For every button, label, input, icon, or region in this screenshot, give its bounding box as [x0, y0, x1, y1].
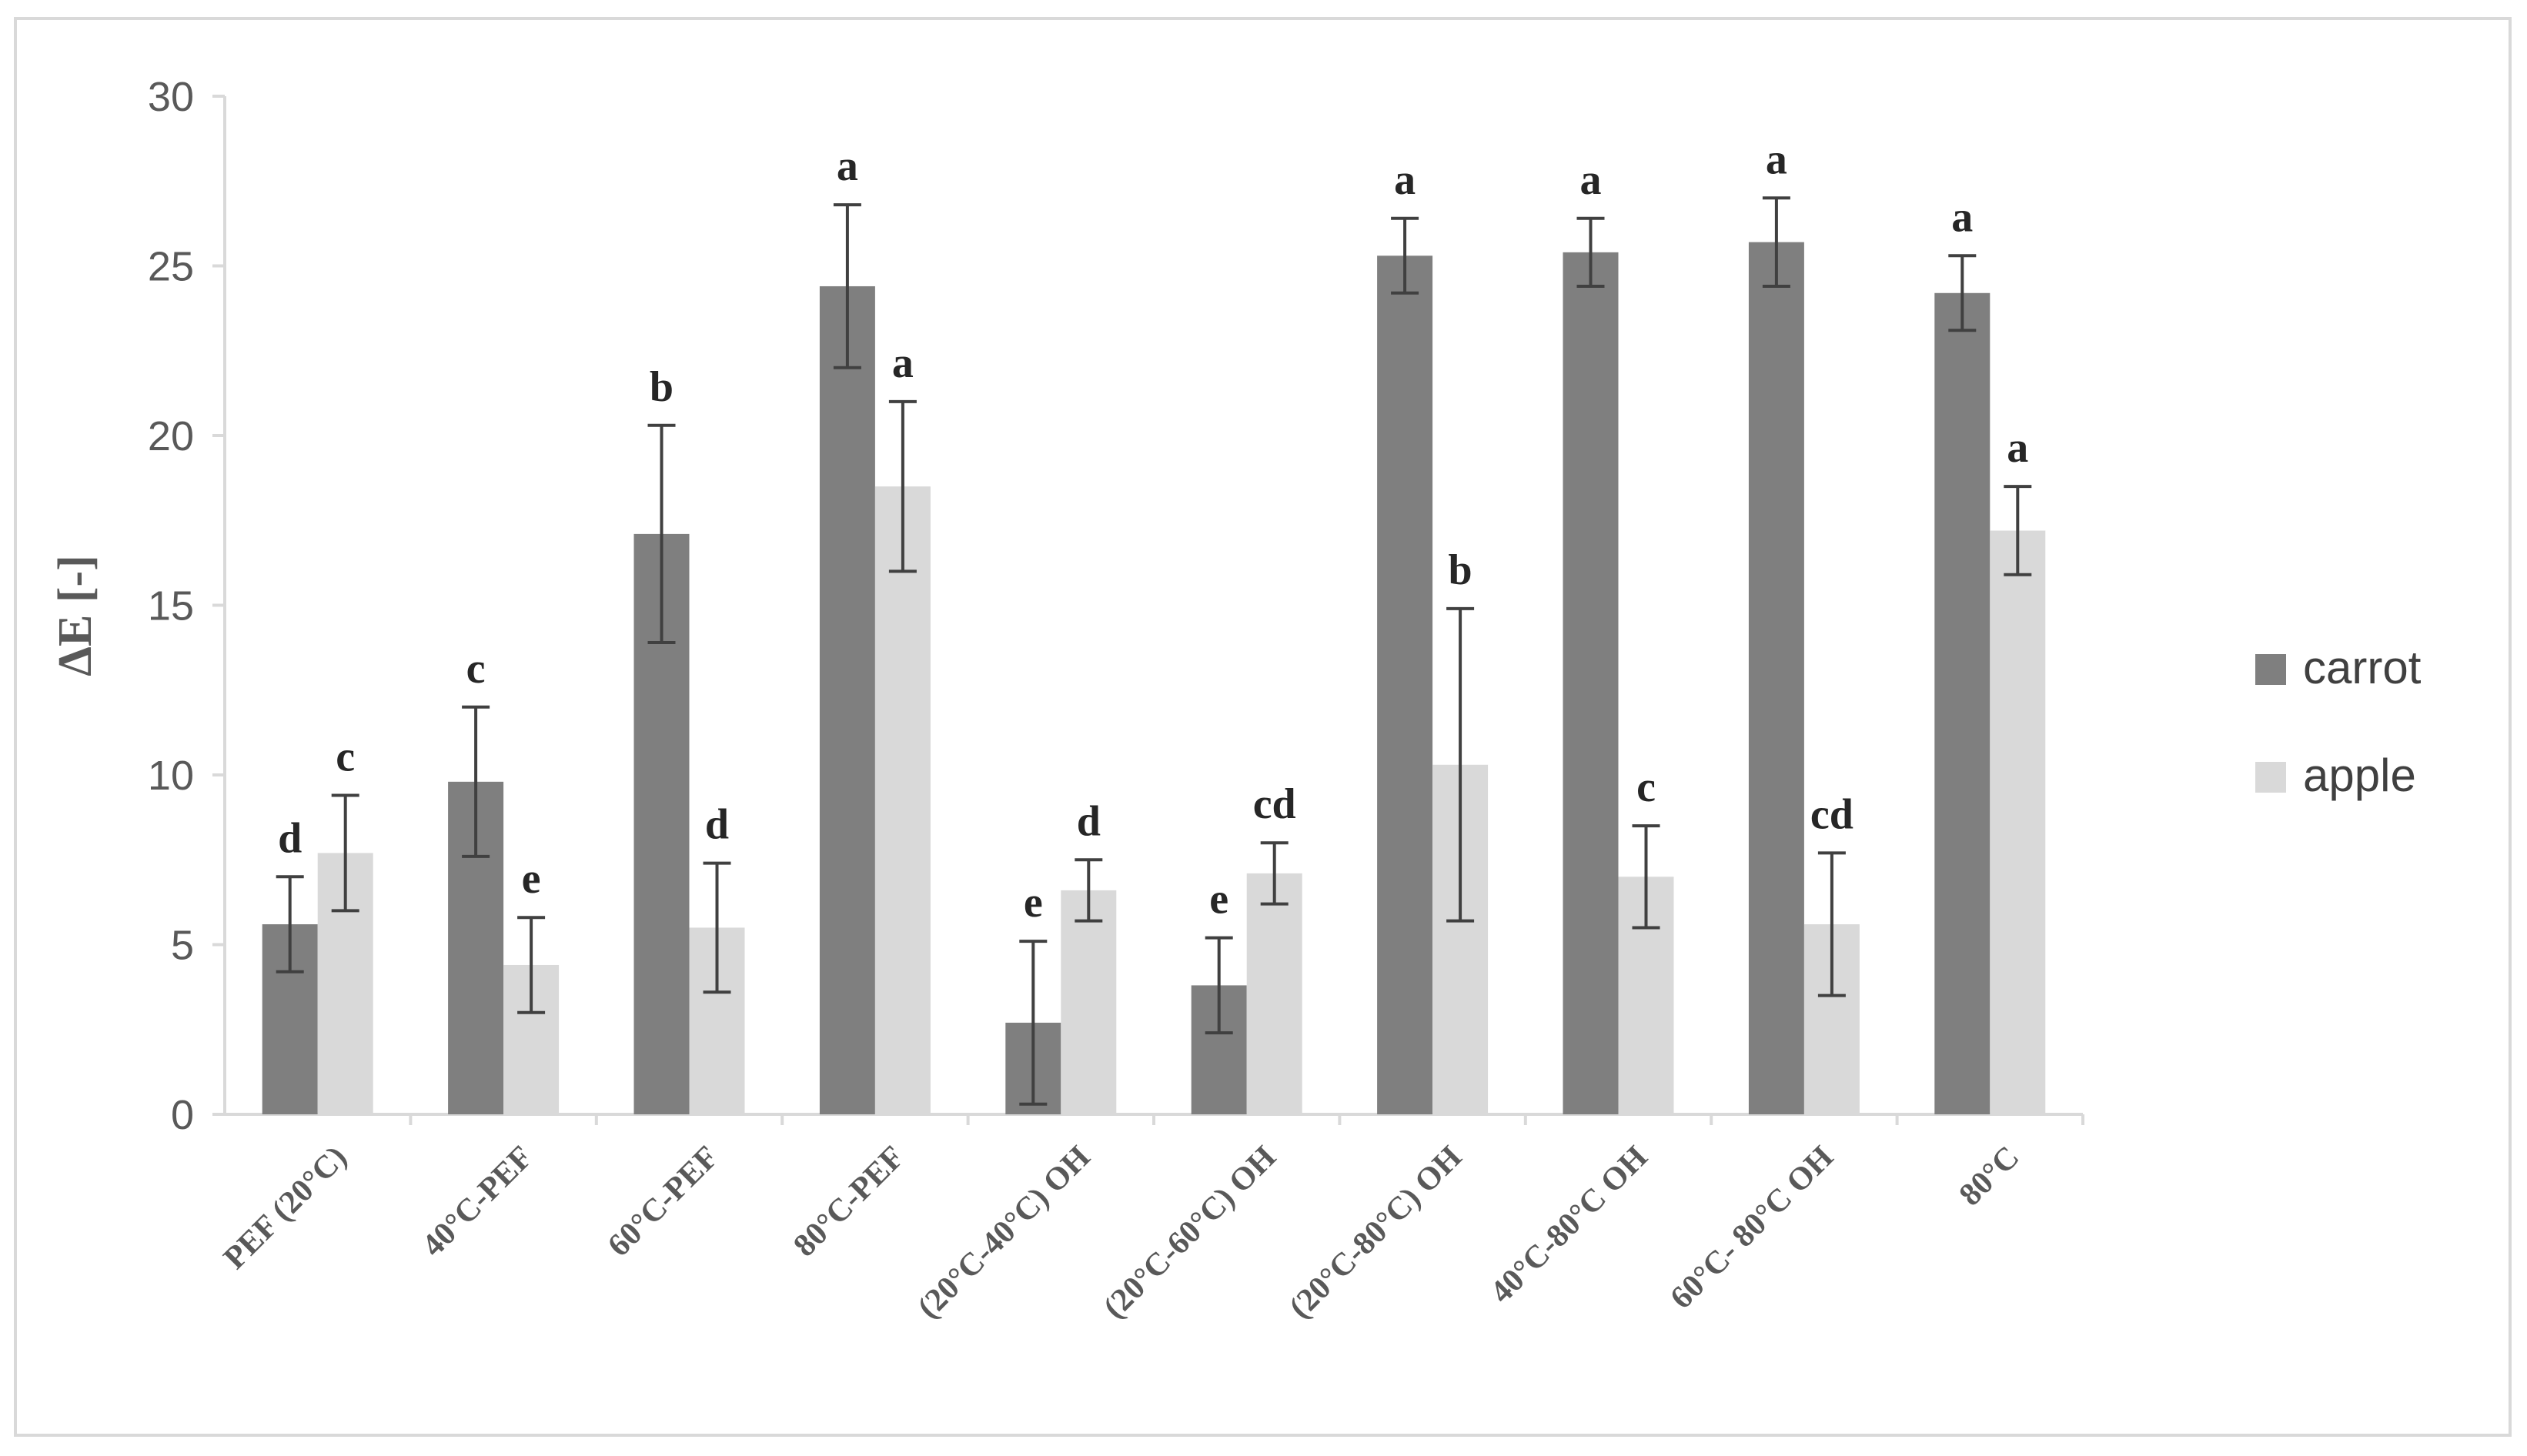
category-label: 80°C: [1953, 1140, 2027, 1214]
bar-apple: [1061, 890, 1117, 1114]
category-label: 60°C- 80°C OH: [1663, 1140, 1840, 1317]
significance-label-carrot: b: [650, 363, 674, 411]
significance-label-carrot: a: [1766, 135, 1787, 183]
significance-label-apple: a: [2007, 424, 2028, 472]
significance-label-carrot: e: [1209, 876, 1228, 923]
bar-carrot: [1563, 252, 1619, 1114]
category-label: (20°C-80°C) OH: [1282, 1140, 1469, 1326]
significance-label-apple: a: [892, 339, 914, 387]
y-tick-label: 10: [148, 753, 194, 799]
category-label: PEF (20°C): [217, 1140, 354, 1277]
y-tick-label: 15: [148, 583, 194, 629]
y-tick-label: 20: [148, 413, 194, 459]
bar-carrot: [1748, 242, 1804, 1114]
category-label: (20°C-40°C) OH: [911, 1140, 1097, 1326]
significance-label-carrot: a: [837, 142, 858, 190]
chart-frame: [14, 17, 2512, 1437]
significance-label-apple: cd: [1253, 780, 1296, 828]
legend-label-carrot: carrot: [2303, 642, 2422, 693]
error-bars: [276, 196, 2032, 1106]
significance-label-apple: c: [1636, 763, 1656, 811]
bar-apple: [1990, 530, 2046, 1114]
bar-apple: [874, 486, 931, 1114]
bar-carrot: [1377, 255, 1433, 1114]
legend-label-apple: apple: [2303, 750, 2416, 801]
legend: carrot apple: [2255, 642, 2422, 801]
significance-label-apple: d: [1077, 797, 1101, 845]
y-tick-label: 25: [148, 244, 194, 290]
significance-label-carrot: d: [278, 814, 302, 862]
bars: [262, 242, 2046, 1115]
bar-carrot: [1934, 292, 1991, 1114]
category-label: 40°C-PEF: [416, 1140, 540, 1264]
significance-label-carrot: e: [1024, 879, 1043, 927]
significance-label-apple: b: [1449, 546, 1472, 594]
significance-label-carrot: a: [1394, 156, 1416, 204]
category-label: (20°C-60°C) OH: [1097, 1140, 1283, 1326]
significance-label-apple: c: [336, 733, 355, 780]
significance-label-apple: d: [705, 801, 729, 849]
significance-label-apple: cd: [1810, 790, 1853, 838]
category-label: 80°C-PEF: [787, 1140, 911, 1264]
y-tick-label: 5: [171, 923, 194, 969]
legend-swatch-apple: [2255, 762, 2286, 793]
bar-apple: [1246, 873, 1302, 1114]
significance-label-carrot: a: [1951, 193, 1973, 241]
significance-label-carrot: a: [1580, 156, 1602, 204]
significance-label-carrot: c: [466, 645, 486, 693]
legend-swatch-carrot: [2255, 654, 2286, 685]
y-tick-label: 0: [171, 1092, 194, 1138]
bar-carrot: [819, 286, 875, 1115]
category-label: 60°C-PEF: [601, 1140, 726, 1264]
category-labels: PEF (20°C) 40°C-PEF 60°C-PEF 80°C-PEF (20°C-…: [217, 1140, 2026, 1326]
y-axis-label: ΔE [-]: [49, 555, 102, 676]
significance-label-apple: e: [522, 855, 541, 903]
y-tick-label: 30: [148, 74, 194, 120]
category-label: 40°C-80°C OH: [1483, 1140, 1654, 1311]
